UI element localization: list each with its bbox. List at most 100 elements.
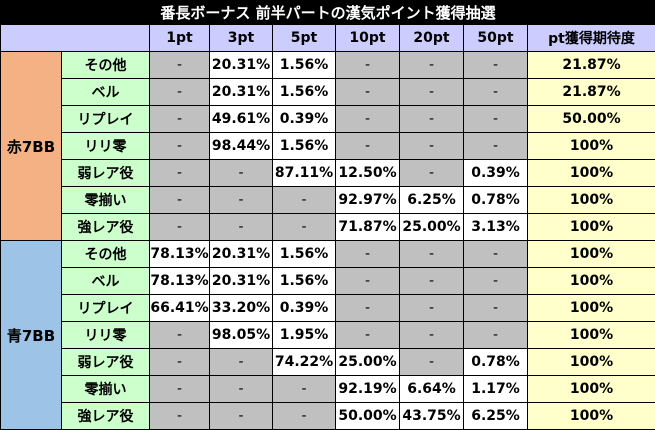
value-cell: - xyxy=(150,403,210,430)
row-label: 零揃い xyxy=(62,376,150,403)
table-row: リリ零-98.44%1.56%---100% xyxy=(1,133,655,160)
value-cell: - xyxy=(210,187,273,214)
row-label: 強レア役 xyxy=(62,214,150,241)
row-label: リプレイ xyxy=(62,295,150,322)
value-cell: - xyxy=(150,187,210,214)
value-cell: 0.78% xyxy=(464,349,528,376)
value-cell: - xyxy=(464,52,528,79)
value-cell: 78.13% xyxy=(150,241,210,268)
value-cell: - xyxy=(150,349,210,376)
value-cell: - xyxy=(150,106,210,133)
value-cell: - xyxy=(400,133,464,160)
row-label: その他 xyxy=(62,52,150,79)
value-cell: 20.31% xyxy=(210,241,273,268)
table-row: ベル-20.31%1.56%---21.87% xyxy=(1,79,655,106)
value-cell: - xyxy=(336,133,400,160)
value-cell: 71.87% xyxy=(336,214,400,241)
row-label: その他 xyxy=(62,241,150,268)
row-label: リリ零 xyxy=(62,322,150,349)
value-cell: - xyxy=(273,187,336,214)
value-cell: - xyxy=(336,322,400,349)
value-cell: 12.50% xyxy=(336,160,400,187)
value-cell: - xyxy=(464,79,528,106)
row-label: リプレイ xyxy=(62,106,150,133)
value-cell: 1.56% xyxy=(273,79,336,106)
value-cell: - xyxy=(464,295,528,322)
value-cell: - xyxy=(464,322,528,349)
value-cell: - xyxy=(336,295,400,322)
header-10pt: 10pt xyxy=(336,25,400,52)
value-cell: - xyxy=(273,376,336,403)
expectation-cell: 100% xyxy=(528,133,655,160)
value-cell: 20.31% xyxy=(210,268,273,295)
expectation-cell: 100% xyxy=(528,241,655,268)
value-cell: 1.95% xyxy=(273,322,336,349)
table-row: 弱レア役--87.11%12.50%-0.39%100% xyxy=(1,160,655,187)
value-cell: 87.11% xyxy=(273,160,336,187)
value-cell: 1.56% xyxy=(273,133,336,160)
value-cell: - xyxy=(400,268,464,295)
table-row: 零揃い---92.19%6.64%1.17%100% xyxy=(1,376,655,403)
value-cell: - xyxy=(336,241,400,268)
value-cell: 0.39% xyxy=(464,160,528,187)
value-cell: - xyxy=(336,52,400,79)
value-cell: - xyxy=(150,133,210,160)
value-cell: - xyxy=(210,160,273,187)
value-cell: - xyxy=(336,79,400,106)
value-cell: 98.44% xyxy=(210,133,273,160)
value-cell: 25.00% xyxy=(336,349,400,376)
value-cell: 25.00% xyxy=(400,214,464,241)
header-20pt: 20pt xyxy=(400,25,464,52)
value-cell: - xyxy=(464,241,528,268)
table-row: リプレイ-49.61%0.39%---50.00% xyxy=(1,106,655,133)
header-expectation: pt獲得期待度 xyxy=(528,25,655,52)
value-cell: 50.00% xyxy=(336,403,400,430)
expectation-cell: 100% xyxy=(528,295,655,322)
header-3pt: 3pt xyxy=(210,25,273,52)
value-cell: 6.25% xyxy=(400,187,464,214)
row-label: リリ零 xyxy=(62,133,150,160)
expectation-cell: 100% xyxy=(528,160,655,187)
value-cell: 1.17% xyxy=(464,376,528,403)
table-row: 強レア役---71.87%25.00%3.13%100% xyxy=(1,214,655,241)
value-cell: 74.22% xyxy=(273,349,336,376)
value-cell: - xyxy=(273,403,336,430)
value-cell: 1.56% xyxy=(273,241,336,268)
group-label: 赤7BB xyxy=(1,52,62,241)
value-cell: - xyxy=(400,79,464,106)
group-label: 青7BB xyxy=(1,241,62,430)
header-50pt: 50pt xyxy=(464,25,528,52)
value-cell: 0.39% xyxy=(273,295,336,322)
value-cell: - xyxy=(150,376,210,403)
header-blank xyxy=(1,25,150,52)
value-cell: - xyxy=(150,52,210,79)
value-cell: - xyxy=(273,214,336,241)
expectation-cell: 100% xyxy=(528,403,655,430)
table-row: リリ零-98.05%1.95%---100% xyxy=(1,322,655,349)
value-cell: 49.61% xyxy=(210,106,273,133)
value-cell: - xyxy=(400,106,464,133)
value-cell: 92.19% xyxy=(336,376,400,403)
expectation-cell: 100% xyxy=(528,268,655,295)
value-cell: - xyxy=(400,241,464,268)
expectation-cell: 50.00% xyxy=(528,106,655,133)
expectation-cell: 100% xyxy=(528,322,655,349)
value-cell: 20.31% xyxy=(210,79,273,106)
row-label: ベル xyxy=(62,79,150,106)
header-1pt: 1pt xyxy=(150,25,210,52)
value-cell: 6.64% xyxy=(400,376,464,403)
row-label: 強レア役 xyxy=(62,403,150,430)
value-cell: - xyxy=(464,133,528,160)
value-cell: 6.25% xyxy=(464,403,528,430)
value-cell: - xyxy=(210,349,273,376)
value-cell: 1.56% xyxy=(273,52,336,79)
value-cell: 0.39% xyxy=(273,106,336,133)
value-cell: - xyxy=(150,214,210,241)
column-header-row: 1pt 3pt 5pt 10pt 20pt 50pt pt獲得期待度 xyxy=(1,25,655,52)
value-cell: - xyxy=(210,403,273,430)
value-cell: - xyxy=(210,214,273,241)
